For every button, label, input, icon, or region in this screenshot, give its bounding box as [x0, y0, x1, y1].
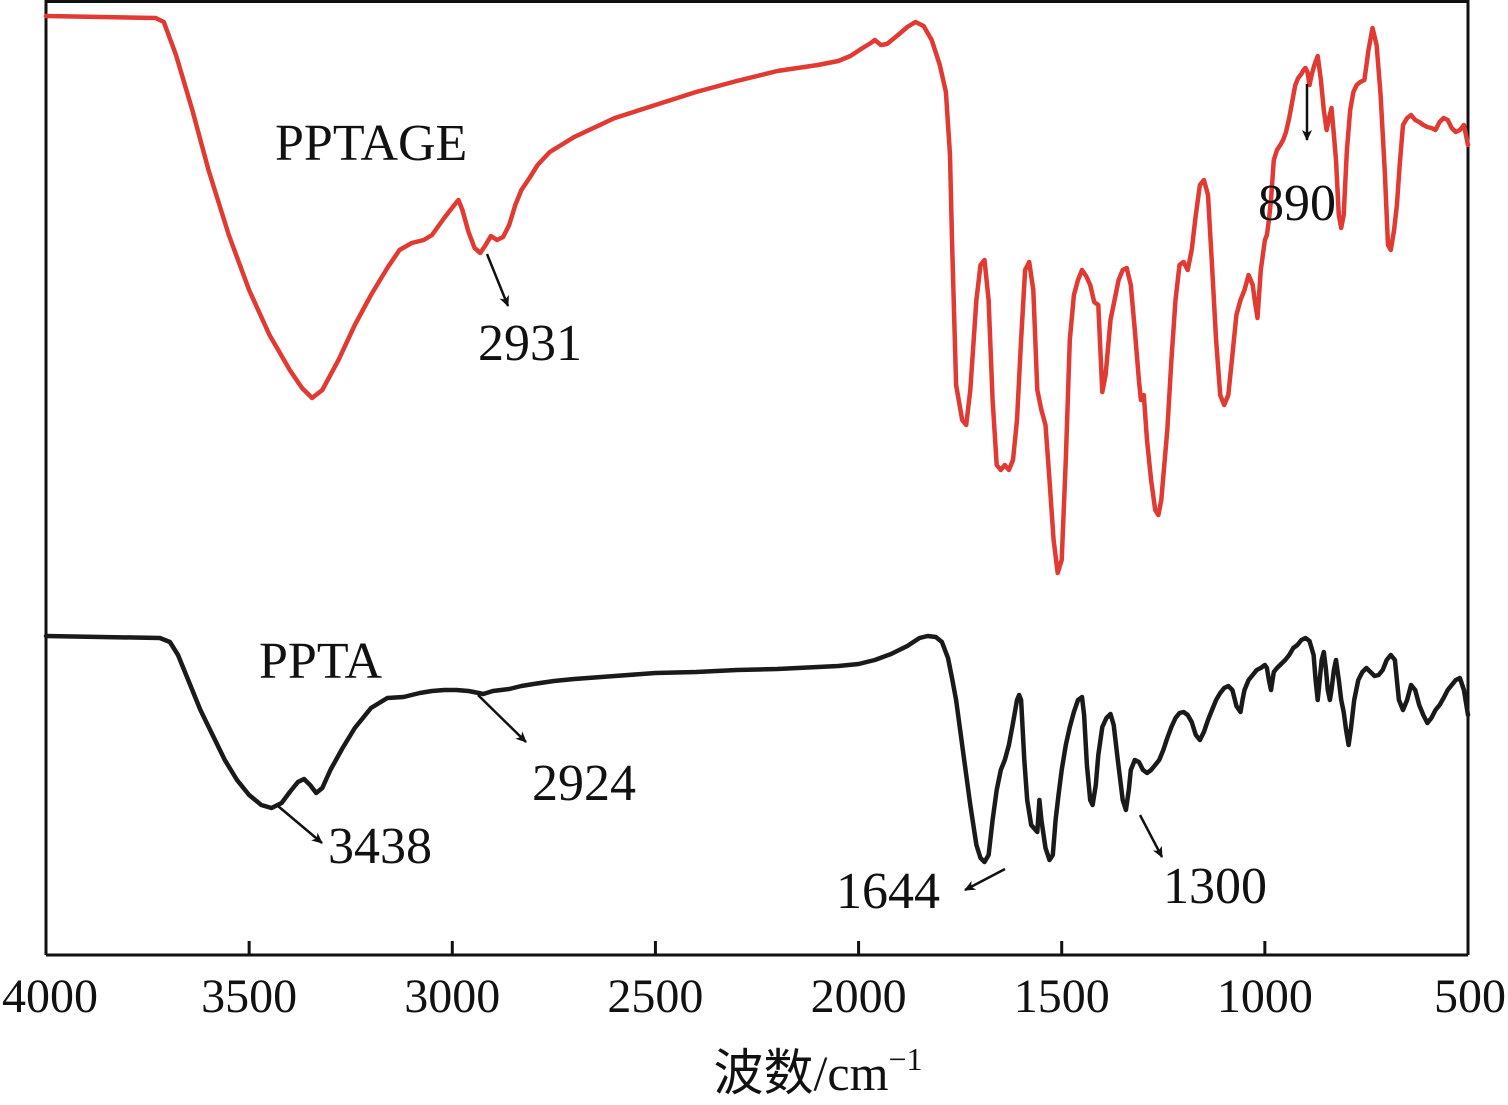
- x-axis-ticks: 4000 3500 3000 2500 2000 1500 1000 500: [2, 941, 1506, 1023]
- annotation-label-3438: 3438: [328, 818, 432, 875]
- annotation-layer: 2931 890 3438 2924 1644 1300: [277, 84, 1336, 920]
- series-line-ppta: [43, 633, 1471, 865]
- annotation-label-1644: 1644: [836, 863, 940, 920]
- annotation-arrow-1644: [964, 867, 1006, 892]
- series-label-pptage: PPTAGE: [275, 115, 467, 172]
- annotation-arrow-2924: [477, 694, 527, 743]
- x-tick-label: 2000: [811, 970, 907, 1023]
- x-tick-label: 4000: [2, 970, 98, 1023]
- annotation-arrow-1300: [1138, 814, 1164, 858]
- x-tick-label: 3000: [404, 970, 500, 1023]
- x-tick-label: 500: [1434, 970, 1506, 1023]
- x-tick-label: 2500: [607, 970, 703, 1023]
- plot-frame: [44, 0, 1470, 957]
- annotation-label-2924: 2924: [532, 755, 636, 812]
- annotation-label-2931: 2931: [478, 315, 582, 372]
- series-label-ppta: PPTA: [259, 633, 382, 690]
- series-line-pptage: [43, 13, 1471, 576]
- x-axis-label: 波数/cm−1: [713, 1041, 922, 1101]
- x-axis-label-superscript: −1: [888, 1041, 922, 1077]
- x-axis-label-text: 波数/cm: [713, 1045, 888, 1101]
- x-tick-label: 3500: [201, 970, 297, 1023]
- annotation-label-1300: 1300: [1163, 858, 1267, 915]
- series-layer: [43, 13, 1471, 865]
- annotation-label-890: 890: [1258, 175, 1336, 232]
- annotation-arrow-2931: [485, 253, 510, 307]
- x-tick-label: 1500: [1014, 970, 1110, 1023]
- x-tick-label: 1000: [1217, 970, 1313, 1023]
- annotation-arrow-3438: [277, 805, 323, 844]
